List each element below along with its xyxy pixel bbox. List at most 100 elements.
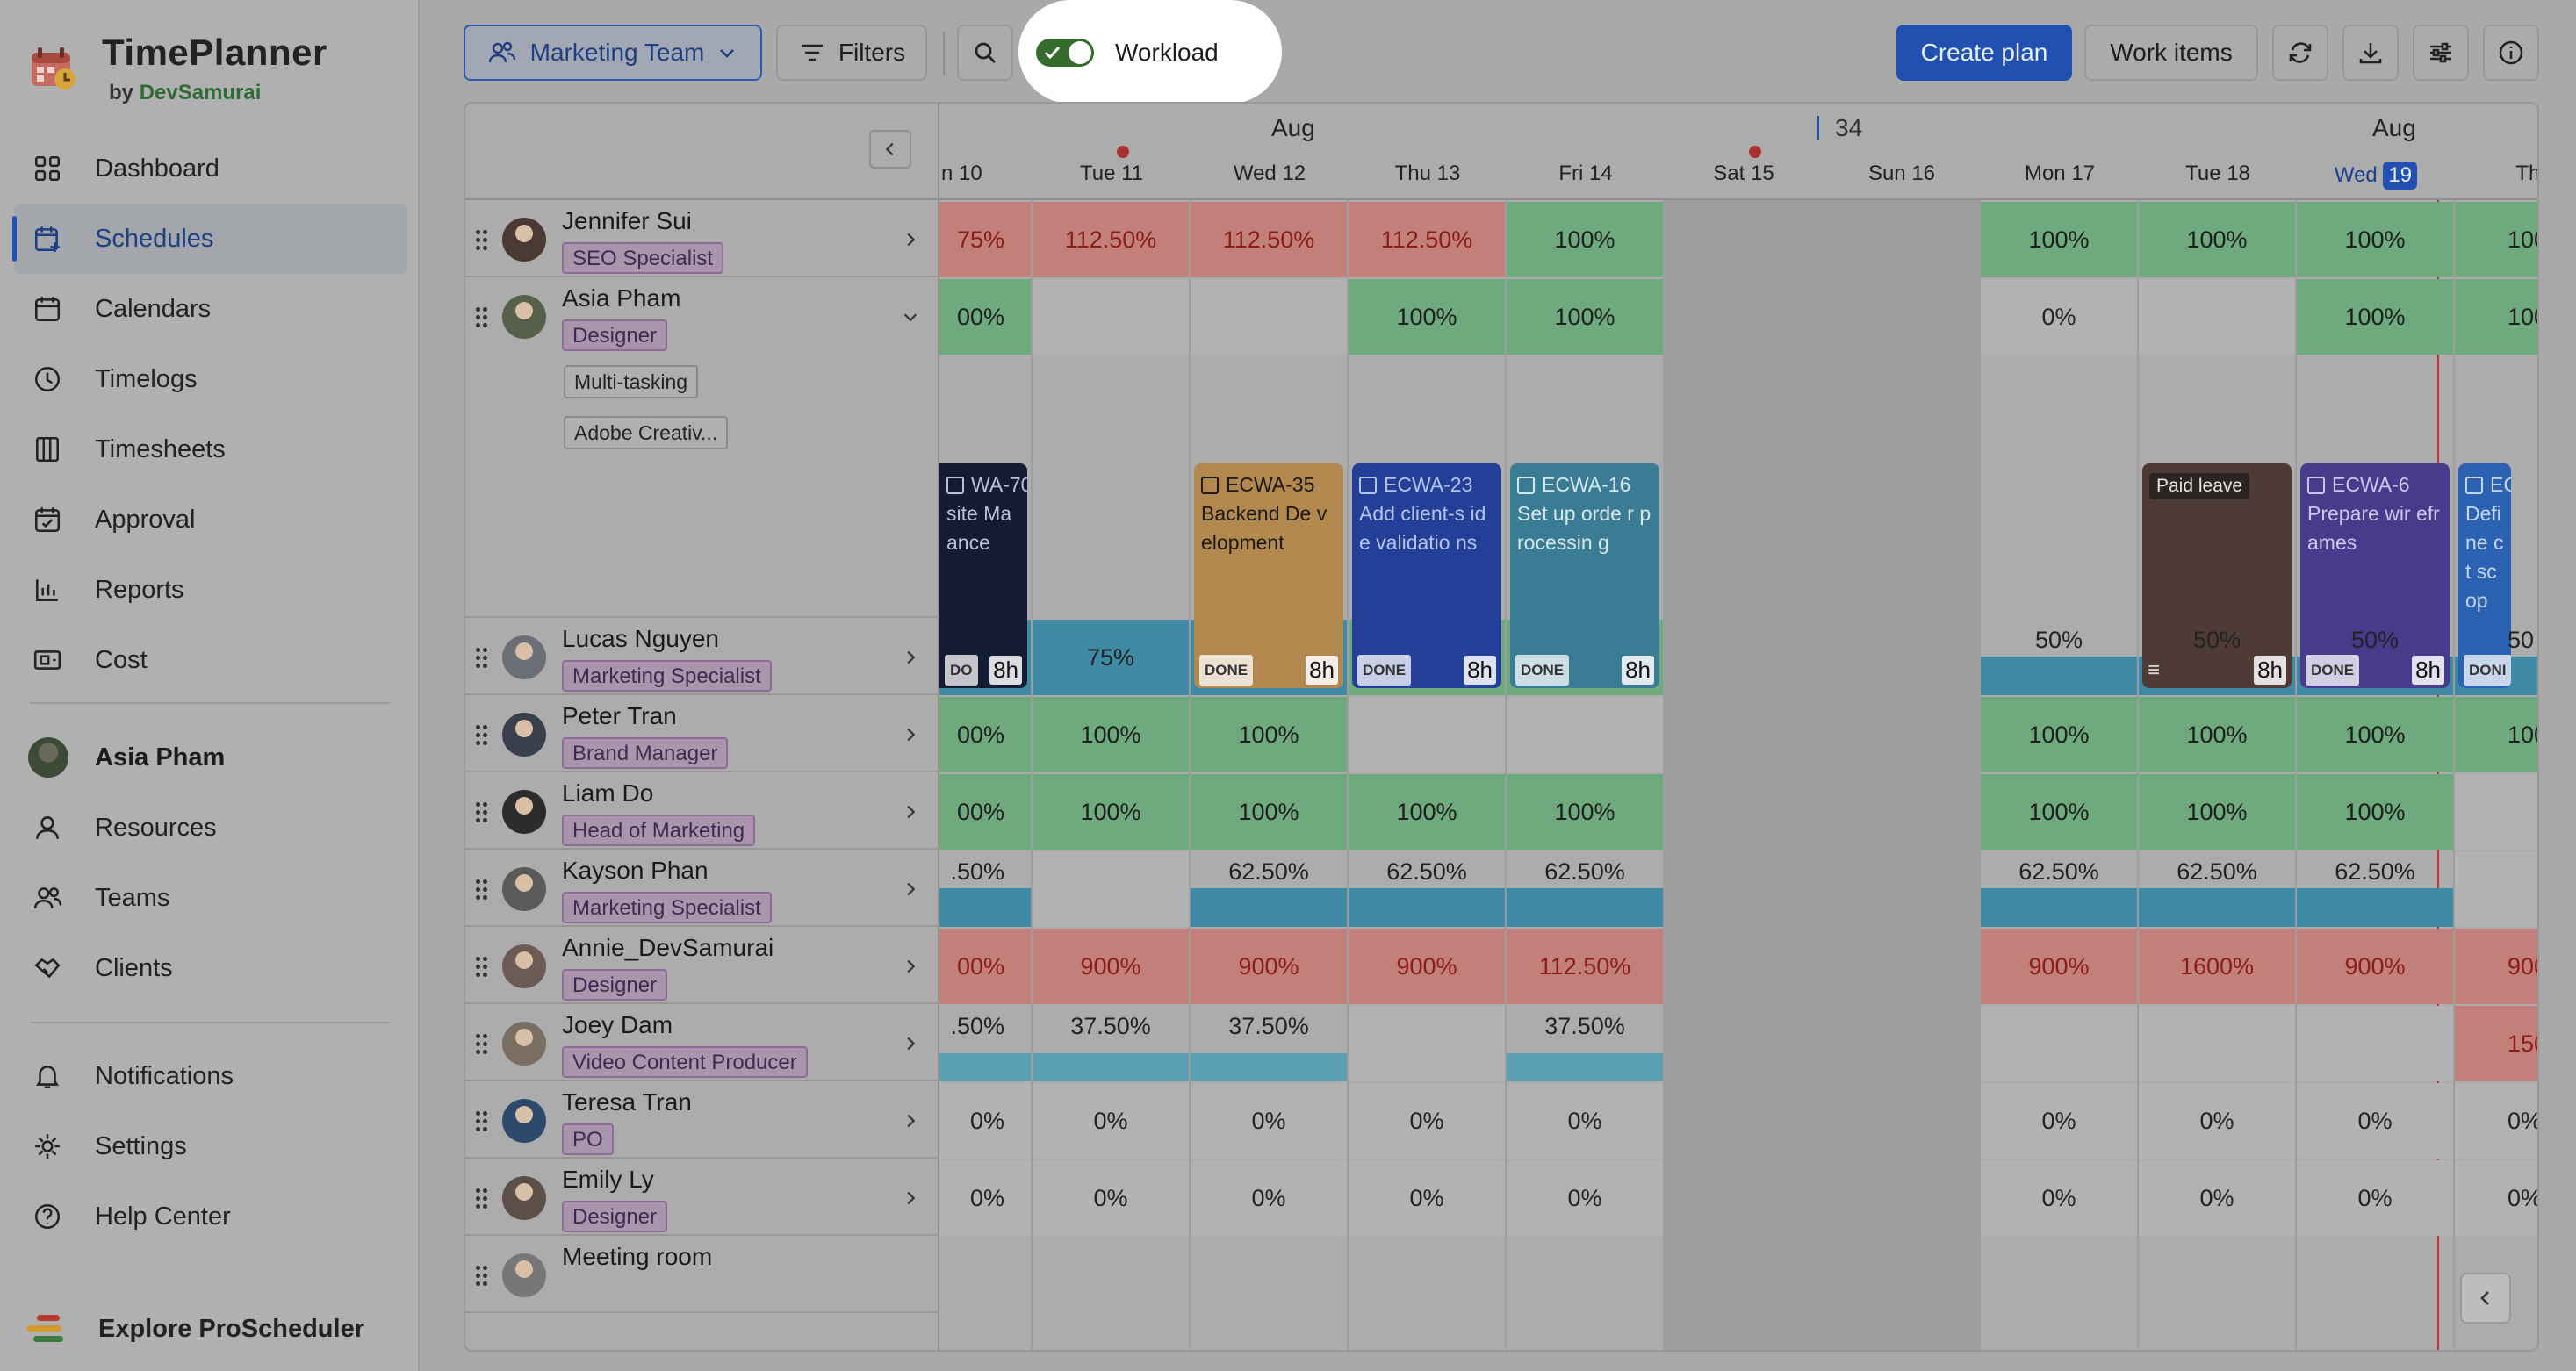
scroll-left-button[interactable]: [2460, 1273, 2511, 1324]
workload-cell[interactable]: [2139, 279, 2295, 355]
workload-cell[interactable]: 900%: [2297, 929, 2453, 1004]
sidebar-item-resources[interactable]: Resources: [14, 793, 407, 863]
day-label[interactable]: Tue 11: [1079, 162, 1144, 185]
explore-proscheduler-link[interactable]: Explore ProScheduler: [26, 1311, 364, 1346]
drag-handle-icon[interactable]: [476, 1111, 488, 1132]
resource-row[interactable]: Jennifer Sui SEO Specialist: [465, 200, 939, 277]
workload-cell[interactable]: 75%: [939, 202, 1031, 277]
drag-handle-icon[interactable]: [476, 1188, 488, 1209]
workload-cell[interactable]: [1507, 697, 1663, 772]
workload-cell[interactable]: 0%: [1033, 1160, 1189, 1236]
workload-cell[interactable]: 100%: [2297, 202, 2453, 277]
workload-cell[interactable]: 100%: [1191, 774, 1347, 850]
work-items-button[interactable]: Work items: [2084, 25, 2258, 81]
day-label[interactable]: Sat 15: [1713, 162, 1774, 185]
workload-cell[interactable]: 112.50%: [1349, 202, 1505, 277]
resource-row[interactable]: Kayson Phan Marketing Specialist: [465, 850, 939, 927]
drag-handle-icon[interactable]: [476, 1034, 488, 1055]
workload-cell[interactable]: 100%: [1033, 697, 1189, 772]
resource-row[interactable]: Meeting room: [465, 1236, 939, 1313]
workload-cell[interactable]: 0%: [2139, 1160, 2295, 1236]
workload-cell[interactable]: 00%: [939, 279, 1031, 355]
workload-cell[interactable]: 62.50%: [1349, 851, 1505, 927]
drag-handle-icon[interactable]: [476, 879, 488, 901]
sidebar-item-cost[interactable]: Cost: [14, 625, 407, 695]
workload-cell[interactable]: 37.50%: [1033, 1006, 1189, 1081]
resource-row[interactable]: Joey Dam Video Content Producer: [465, 1004, 939, 1081]
workload-cell[interactable]: 0%: [939, 1083, 1031, 1159]
day-label[interactable]: Sun 16: [1867, 162, 1936, 185]
workload-cell[interactable]: 100%: [1507, 279, 1663, 355]
task-card[interactable]: ECWA-35 Backend De velopment DONE 8h: [1194, 463, 1343, 688]
workload-cell[interactable]: 0%: [1033, 1083, 1189, 1159]
workload-cell[interactable]: 0%: [2139, 1083, 2295, 1159]
chevron-right-icon[interactable]: [901, 879, 918, 901]
workload-cell[interactable]: [1349, 1006, 1505, 1081]
workload-cell[interactable]: .50%: [939, 851, 1031, 927]
chevron-right-icon[interactable]: [901, 1188, 918, 1209]
drag-handle-icon[interactable]: [476, 648, 488, 669]
workload-cell[interactable]: [1033, 851, 1189, 927]
chevron-down-icon[interactable]: [901, 307, 918, 328]
workload-toggle[interactable]: [1036, 39, 1094, 67]
resource-row[interactable]: Liam Do Head of Marketing: [465, 772, 939, 850]
resource-row[interactable]: Emily Ly Designer: [465, 1159, 939, 1236]
sidebar-item-clients[interactable]: Clients: [14, 933, 407, 1003]
sidebar-item-approval[interactable]: Approval: [14, 485, 407, 555]
sidebar-item-settings[interactable]: Settings: [14, 1111, 407, 1181]
workload-cell[interactable]: [2297, 1006, 2453, 1081]
task-card[interactable]: ECWA-23 Add client-s ide validatio ns DONE…: [1352, 463, 1501, 688]
workload-cell[interactable]: 0%: [2297, 1160, 2453, 1236]
workload-cell[interactable]: 1600%: [2139, 929, 2295, 1004]
workload-cell[interactable]: [2455, 851, 2537, 927]
refresh-button[interactable]: [2272, 25, 2328, 81]
day-label[interactable]: Wed 12: [1233, 162, 1306, 185]
resource-row[interactable]: Asia Pham Designer Multi-tasking Adobe Crea…: [465, 277, 939, 618]
day-label[interactable]: Wed 19: [2297, 162, 2455, 190]
workload-cell[interactable]: 900%: [1033, 929, 1189, 1004]
workload-cell[interactable]: 62.50%: [1981, 851, 2137, 927]
workload-cell[interactable]: 112.50%: [1033, 202, 1189, 277]
workload-cell[interactable]: 100%: [2297, 697, 2453, 772]
sidebar-item-calendars[interactable]: Calendars: [14, 274, 407, 344]
workload-cell[interactable]: 00%: [939, 697, 1031, 772]
workload-cell[interactable]: 0%: [1981, 1160, 2137, 1236]
chevron-right-icon[interactable]: [901, 230, 918, 251]
drag-handle-icon[interactable]: [476, 230, 488, 251]
workload-cell[interactable]: 100: [2455, 279, 2537, 355]
sidebar-user[interactable]: Asia Pham: [14, 722, 407, 793]
workload-cell[interactable]: 00%: [939, 929, 1031, 1004]
drag-handle-icon[interactable]: [476, 957, 488, 978]
workload-cell[interactable]: 0%: [2455, 1160, 2537, 1236]
workload-cell[interactable]: 00%: [939, 774, 1031, 850]
workload-cell[interactable]: 100%: [1507, 202, 1663, 277]
workload-cell[interactable]: [1033, 279, 1189, 355]
workload-cell[interactable]: 0%: [939, 1160, 1031, 1236]
workload-cell[interactable]: 62.50%: [1507, 851, 1663, 927]
task-card[interactable]: WA-70 site Ma ance DO 8h: [939, 463, 1027, 688]
day-label[interactable]: n 10: [941, 162, 982, 185]
workload-cell[interactable]: 0%: [1981, 279, 2137, 355]
workload-cell[interactable]: [1981, 1006, 2137, 1081]
workload-cell[interactable]: 900%: [1349, 929, 1505, 1004]
chevron-right-icon[interactable]: [901, 725, 918, 746]
workload-cell[interactable]: 900%: [1981, 929, 2137, 1004]
day-label[interactable]: Tue 18: [2185, 162, 2250, 185]
workload-cell[interactable]: 0%: [1191, 1160, 1347, 1236]
drag-handle-icon[interactable]: [476, 1266, 488, 1287]
workload-cell[interactable]: [2455, 774, 2537, 850]
workload-cell[interactable]: 0%: [1349, 1160, 1505, 1236]
day-label[interactable]: Fri 14: [1558, 162, 1613, 185]
workload-cell[interactable]: 100%: [2139, 202, 2295, 277]
workload-cell[interactable]: 100: [2455, 697, 2537, 772]
team-selector[interactable]: Marketing Team: [464, 25, 762, 81]
sidebar-item-timelogs[interactable]: Timelogs: [14, 344, 407, 414]
workload-cell[interactable]: 100%: [2139, 774, 2295, 850]
workload-cell[interactable]: 100%: [1349, 774, 1505, 850]
workload-cell[interactable]: [2139, 1006, 2295, 1081]
workload-cell[interactable]: 100%: [1349, 279, 1505, 355]
day-label[interactable]: Thu 13: [1394, 162, 1461, 185]
sidebar-item-dashboard[interactable]: Dashboard: [14, 133, 407, 204]
drag-handle-icon[interactable]: [476, 307, 488, 328]
workload-cell[interactable]: 0%: [1349, 1083, 1505, 1159]
